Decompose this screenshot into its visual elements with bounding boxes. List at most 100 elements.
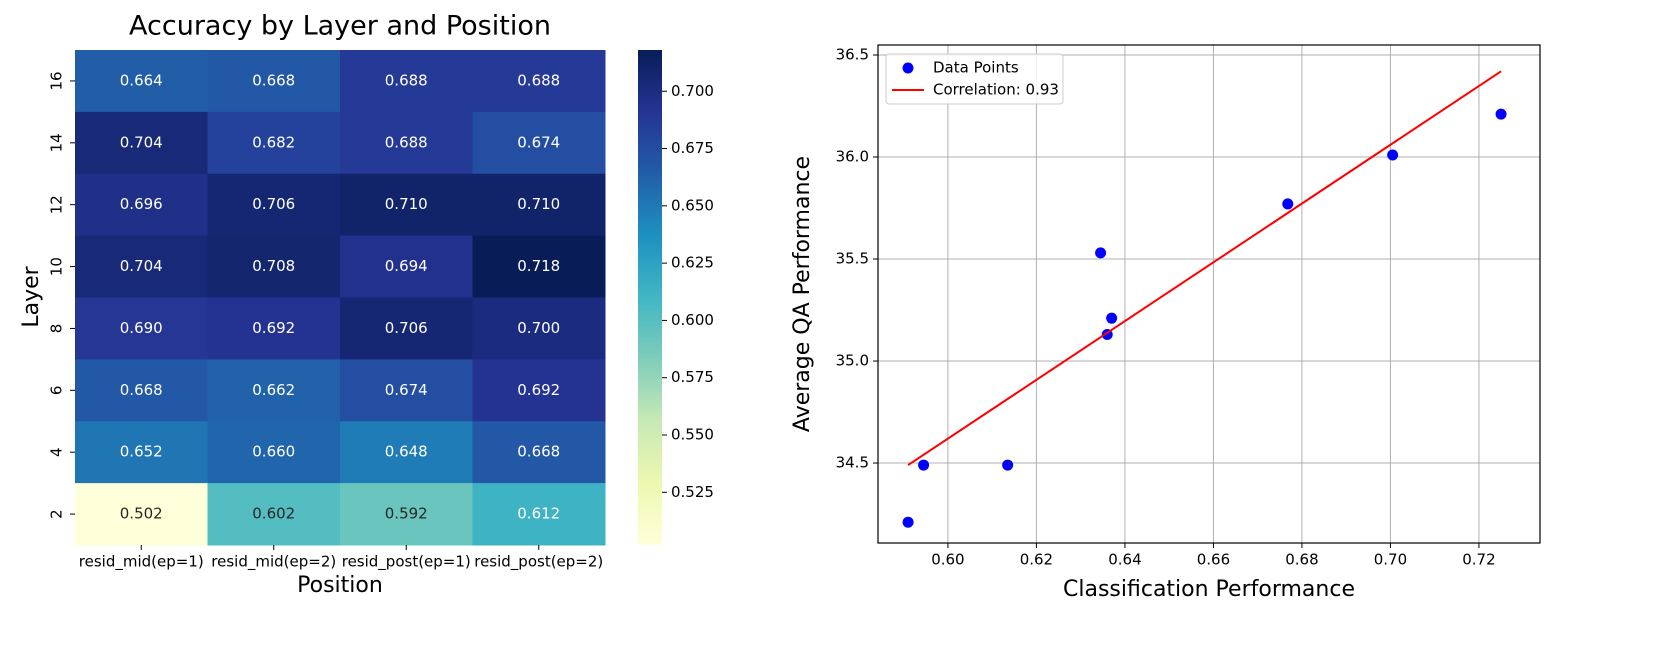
cell-label: 0.660 — [252, 443, 295, 461]
colorbar-tick-label: 0.550 — [671, 426, 714, 444]
y-tick-label: 10 — [48, 257, 66, 276]
cell-label: 0.706 — [252, 195, 295, 213]
heatmap-cell — [207, 297, 341, 360]
heatmap-cell — [472, 483, 606, 546]
y-tick-label: 2 — [48, 509, 66, 519]
x-tick-label: resid_post(ep=2) — [474, 553, 603, 572]
data-point — [1495, 108, 1507, 120]
colorbar-tick-label: 0.600 — [671, 311, 714, 329]
cell-label: 0.688 — [385, 71, 428, 89]
data-point — [1106, 312, 1118, 324]
cell-label: 0.668 — [252, 71, 295, 89]
heatmap-cell — [75, 359, 208, 422]
cell-label: 0.592 — [385, 505, 428, 523]
cell-label: 0.704 — [120, 257, 163, 275]
cell-label: 0.694 — [385, 257, 428, 275]
x-tick-label: 0.68 — [1285, 551, 1318, 569]
x-tick-label: resid_mid(ep=2) — [211, 553, 336, 572]
x-tick-label: resid_post(ep=1) — [342, 553, 471, 572]
heatmap-cell — [472, 359, 606, 422]
heatmap-cell — [207, 235, 341, 298]
colorbar-tick-label: 0.700 — [671, 82, 714, 100]
colorbar-tick-label: 0.525 — [671, 483, 714, 501]
heatmap-cell — [207, 50, 341, 113]
cell-label: 0.692 — [252, 319, 295, 337]
heatmap-cell — [75, 483, 208, 546]
cell-label: 0.696 — [120, 195, 163, 213]
cell-label: 0.602 — [252, 505, 295, 523]
x-tick-label: 0.64 — [1108, 551, 1141, 569]
cell-label: 0.648 — [385, 443, 428, 461]
y-axis-label: Average QA Performance — [790, 156, 815, 432]
colorbar-tick-label: 0.625 — [671, 254, 714, 272]
cell-label: 0.502 — [120, 505, 163, 523]
cell-label: 0.664 — [120, 71, 163, 89]
heatmap-title: Accuracy by Layer and Position — [129, 11, 551, 42]
cell-label: 0.710 — [517, 195, 560, 213]
data-point — [1282, 198, 1294, 210]
cell-label: 0.682 — [252, 133, 295, 151]
heatmap-cell — [207, 173, 341, 237]
cell-label: 0.688 — [385, 133, 428, 151]
legend-label: Correlation: 0.93 — [933, 81, 1059, 99]
y-tick-label: 12 — [48, 195, 66, 214]
cell-label: 0.674 — [517, 133, 560, 151]
data-point — [1002, 459, 1014, 471]
heatmap-cell — [340, 235, 473, 298]
y-tick-label: 4 — [48, 447, 66, 457]
heatmap-cell — [472, 421, 606, 484]
heatmap-cell — [340, 483, 473, 546]
cell-label: 0.704 — [120, 133, 163, 151]
plot-frame — [877, 44, 1541, 544]
colorbar — [638, 50, 662, 545]
data-point — [902, 516, 914, 528]
heatmap-cell — [340, 297, 473, 360]
cell-label: 0.718 — [517, 257, 560, 275]
cell-label: 0.692 — [517, 381, 560, 399]
heatmap-cell — [75, 297, 208, 360]
heatmap-cell — [340, 111, 473, 175]
cell-label: 0.700 — [517, 319, 560, 337]
x-tick-label: 0.70 — [1374, 551, 1407, 569]
y-tick-label: 8 — [48, 324, 66, 334]
legend-box — [885, 53, 1064, 105]
data-point — [1095, 247, 1107, 259]
heatmap-cell — [207, 359, 341, 422]
y-tick-label: 36.0 — [836, 148, 869, 166]
legend-symbol — [902, 62, 914, 74]
y-tick-label: 35.0 — [836, 352, 869, 370]
heatmap-cell — [472, 297, 606, 360]
x-tick-label: resid_mid(ep=1) — [79, 553, 204, 572]
heatmap-cell — [75, 50, 208, 113]
y-tick-label: 6 — [48, 386, 66, 396]
heatmap-cell — [75, 235, 208, 298]
x-axis-label: Classification Performance — [1063, 577, 1355, 602]
y-tick-label: 34.5 — [836, 454, 869, 472]
cell-label: 0.710 — [385, 195, 428, 213]
heatmap-cell — [340, 173, 473, 237]
regression-line — [907, 70, 1502, 466]
cell-label: 0.706 — [385, 319, 428, 337]
y-tick-label: 35.5 — [836, 250, 869, 268]
x-tick-label: 0.62 — [1020, 551, 1053, 569]
heatmap-cell — [472, 173, 606, 237]
heatmap-cell — [207, 421, 341, 484]
legend-label: Data Points — [933, 59, 1019, 77]
cell-label: 0.708 — [252, 257, 295, 275]
y-tick-label: 36.5 — [836, 45, 869, 63]
x-tick-label: 0.66 — [1197, 551, 1230, 569]
cell-label: 0.652 — [120, 443, 163, 461]
x-axis-label: Position — [297, 573, 383, 598]
x-tick-label: 0.60 — [931, 551, 964, 569]
heatmap-cell — [472, 50, 606, 113]
colorbar-tick-label: 0.675 — [671, 139, 714, 157]
cell-label: 0.612 — [517, 505, 560, 523]
y-tick-label: 16 — [48, 71, 66, 90]
colorbar-tick-label: 0.650 — [671, 196, 714, 214]
heatmap-cell — [472, 111, 606, 175]
colorbar-tick-label: 0.575 — [671, 368, 714, 386]
heatmap-cell — [207, 483, 341, 546]
heatmap-cell — [75, 173, 208, 237]
cell-label: 0.662 — [252, 381, 295, 399]
